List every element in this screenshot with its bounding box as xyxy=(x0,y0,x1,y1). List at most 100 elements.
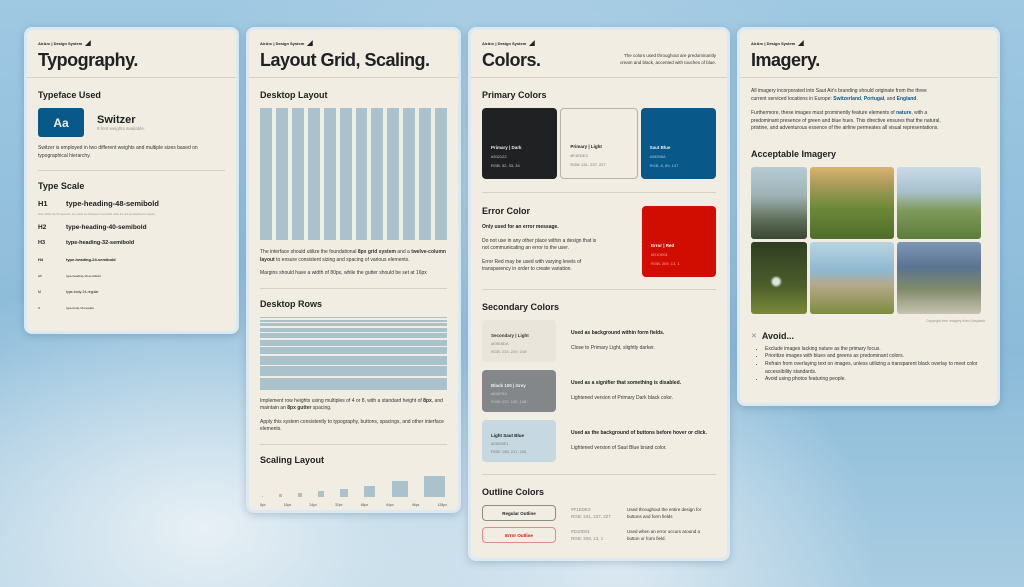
page-title: Layout Grid, Scaling. xyxy=(260,50,430,70)
brand-text: AirArc | Design System xyxy=(751,40,796,46)
scale-tag: H3 xyxy=(38,240,46,246)
font-sub: 9 font weights available. xyxy=(97,126,146,131)
scale-tag: M xyxy=(38,290,41,294)
secondary-row: Light Saut Blue #C6D9E1 RGB: 198, 217, 225… xyxy=(482,420,716,462)
list-item: Exclude images lacking nature as the pri… xyxy=(765,346,986,354)
secondary-row: Secondary | Light #E9E5DA RGB: 233, 229, 2… xyxy=(482,320,716,362)
logo-icon: ◢ xyxy=(307,40,313,47)
avoid-list: Exclude images lacking nature as the pri… xyxy=(751,346,986,385)
logo-icon: ◢ xyxy=(85,40,91,47)
scale-row-h2: H2 type-heading-40-semibold xyxy=(38,224,225,231)
section-heading: Primary Colors xyxy=(482,90,547,100)
scale-name: type-body-24-regular xyxy=(66,290,99,294)
logo-icon: ◢ xyxy=(529,40,535,47)
image-mountain-town xyxy=(897,241,981,314)
section-heading: Desktop Layout xyxy=(260,90,328,100)
brand: AirArc | Design System ◢ xyxy=(482,39,716,47)
swatch-primary-light: Primary | Light #F1EDE3 RGB: 241, 237, 227 xyxy=(560,108,638,179)
typeface-sample: Aa Switzer 9 font weights available. xyxy=(38,108,225,137)
scale-name: type-heading-24-semibold xyxy=(66,257,116,262)
divider xyxy=(260,443,447,445)
rows-visual xyxy=(260,316,447,390)
swatch-saut-blue: Saut Blue #08598A RGB: 8, 89, 137 xyxy=(640,108,716,179)
scale-tag: H1 xyxy=(38,199,48,208)
link-portugal[interactable]: Portugal xyxy=(863,95,885,102)
scale-tag: H2 xyxy=(38,224,47,231)
font-sample-swatch: Aa xyxy=(38,108,84,137)
acceptable-image-grid xyxy=(751,166,986,314)
divider xyxy=(482,474,716,475)
card-header: AirArc | Design System ◢ Typography. xyxy=(27,30,236,78)
link-england[interactable]: England xyxy=(896,95,917,102)
error-outline-button[interactable]: Error Outline xyxy=(482,527,556,543)
scale-tag: H5 xyxy=(38,274,42,278)
colors-card: AirArc | Design System ◢ Colors. The colo… xyxy=(468,27,730,561)
page-title: Colors. xyxy=(482,50,541,70)
secondary-row: Black 100 | Grey #84878A RGB: 132, 135, 13… xyxy=(482,370,716,412)
primary-swatches: Primary | Dark #202122 RGB: 32, 33, 34 Pri… xyxy=(482,108,716,179)
section-heading: Outline Colors xyxy=(482,487,545,497)
brand: AirArc | Design System ◢ xyxy=(260,39,447,47)
section-heading: Scaling Layout xyxy=(260,454,325,465)
section-heading: Type Scale xyxy=(38,181,85,191)
image-alpine-valley xyxy=(897,166,981,239)
imagery-card: AirArc | Design System ◢ Imagery. All ima… xyxy=(737,27,1000,406)
brand: AirArc | Design System ◢ xyxy=(751,39,986,47)
typeface-desc: Switzer is employed in two different wei… xyxy=(38,145,198,159)
type-scale-list: H1 type-heading-48-semibold Note: Within … xyxy=(38,199,225,310)
divider xyxy=(260,287,447,289)
scale-tag: H4 xyxy=(38,257,44,262)
imagery-p2: Furthermore, these images must prominent… xyxy=(751,110,941,131)
page-title: Typography. xyxy=(38,50,138,70)
section-heading: Typeface Used xyxy=(38,90,101,100)
colors-intro: The colors used throughout are predomina… xyxy=(619,53,716,65)
rows-desc: Implement row heights using multiples of… xyxy=(260,397,443,412)
font-name: Switzer xyxy=(97,114,136,126)
image-credit: Copyright-free imagery from Unsplash. xyxy=(925,318,986,323)
card-header: AirArc | Design System ◢ Imagery. xyxy=(740,30,997,78)
outline-row: Regular Outline #F1EDE3 RGB: 241, 237, 227… xyxy=(482,505,716,521)
outline-row: Error Outline #D10D01 RGB: 209, 13, 1 Used … xyxy=(482,527,716,543)
image-forest-door xyxy=(751,241,807,314)
typography-card: AirArc | Design System ◢ Typography. Type… xyxy=(24,27,239,334)
swatch-primary-dark: Primary | Dark #202122 RGB: 32, 33, 34 xyxy=(482,108,558,179)
image-green-meadow xyxy=(810,166,894,239)
section-heading: Error Color xyxy=(482,206,531,216)
list-item: Prioritize images with blues and greens … xyxy=(765,353,986,361)
image-coast-rocks xyxy=(810,241,894,314)
divider xyxy=(38,170,225,171)
scale-name: type-body-16-regular xyxy=(66,306,94,310)
error-p1: Only used for an error message. xyxy=(482,224,559,230)
scale-note: Note: Within the H1 elements, key words … xyxy=(38,213,156,216)
scale-name: type-heading-48-semibold xyxy=(66,199,159,208)
scale-row-h3: H3 type-heading-32-semibold xyxy=(38,240,225,246)
section-heading: Acceptable Imagery xyxy=(751,148,837,159)
scale-tag: S xyxy=(38,306,41,310)
list-item: Avoid using photos featuring people. xyxy=(765,376,986,384)
scale-row-h1: H1 type-heading-48-semibold xyxy=(38,199,225,208)
divider xyxy=(482,289,716,290)
link-switzerland[interactable]: Switzerland xyxy=(833,95,862,102)
scaling-visual xyxy=(260,473,447,497)
image-cliff-village xyxy=(751,166,807,239)
avoid-heading: ✕ Avoid... xyxy=(751,330,795,341)
scaling-labels: 8px 16px 24px 32px 48px 64px 96px 128px xyxy=(260,502,447,507)
margin-desc: Margins should have a width of 80px, whi… xyxy=(260,270,427,276)
card-header: AirArc | Design System ◢ Layout Grid, Sca… xyxy=(249,30,458,78)
layout-card: AirArc | Design System ◢ Layout Grid, Sca… xyxy=(246,27,461,513)
rows-apply: Apply this system consistently to typogr… xyxy=(260,418,444,433)
card-header: AirArc | Design System ◢ Colors. The colo… xyxy=(471,30,727,78)
grid-desc: The interface should utilize the foundat… xyxy=(260,249,446,263)
scale-name: type-heading-16-semibold xyxy=(66,274,101,278)
brand-text: AirArc | Design System xyxy=(260,40,305,46)
scale-row-h4: H4 type-heading-24-semibold xyxy=(38,257,225,262)
logo-icon: ◢ xyxy=(798,40,804,47)
list-item: Refrain from overlaying text on images, … xyxy=(765,361,986,376)
section-heading: Desktop Rows xyxy=(260,298,323,309)
column-grid-visual xyxy=(260,108,448,240)
regular-outline-button[interactable]: Regular Outline xyxy=(482,505,556,521)
scale-name: type-heading-32-semibold xyxy=(66,240,135,246)
x-icon: ✕ xyxy=(751,332,757,340)
error-section: Error Color Only used for an error messa… xyxy=(482,206,716,277)
